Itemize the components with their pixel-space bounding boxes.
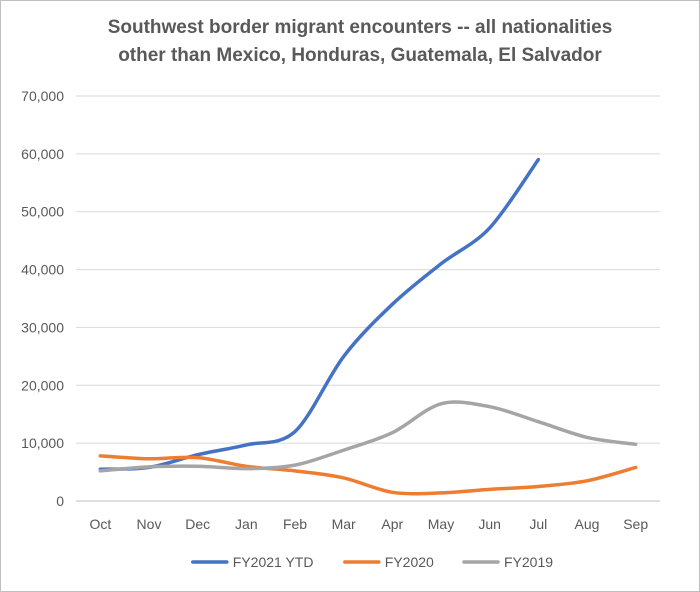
x-tick-label: Sep bbox=[623, 516, 648, 532]
series-line-fy2021-ytd bbox=[98, 157, 541, 471]
x-tick-label: Aug bbox=[575, 516, 600, 532]
x-tick-label: Oct bbox=[89, 516, 111, 532]
series-line-fy2019 bbox=[98, 400, 638, 473]
chart-title-line-1: Southwest border migrant encounters -- a… bbox=[107, 17, 613, 38]
legend-label-fy2020: FY2020 bbox=[385, 554, 434, 570]
x-tick-label: Jun bbox=[478, 516, 501, 532]
y-tick-label: 40,000 bbox=[21, 262, 64, 278]
y-tick-label: 30,000 bbox=[21, 319, 64, 335]
chart-title: Southwest border migrant encounters -- a… bbox=[40, 14, 680, 70]
x-tick-label: Dec bbox=[185, 516, 210, 532]
y-tick-label: 70,000 bbox=[21, 88, 64, 104]
legend-label-fy2021-ytd: FY2021 YTD bbox=[233, 554, 314, 570]
y-tick-label: 60,000 bbox=[21, 146, 64, 162]
x-tick-label: Jul bbox=[529, 516, 547, 532]
y-tick-label: 50,000 bbox=[21, 204, 64, 220]
y-tick-label: 20,000 bbox=[21, 377, 64, 393]
series-line-fy2020 bbox=[98, 454, 638, 496]
x-tick-label: May bbox=[428, 516, 454, 532]
chart-title-line-2: other than Mexico, Honduras, Guatemala, … bbox=[118, 45, 602, 66]
x-tick-label: Mar bbox=[332, 516, 356, 532]
x-tick-label: Feb bbox=[283, 516, 307, 532]
y-tick-label: 0 bbox=[56, 493, 64, 509]
x-tick-label: Jan bbox=[235, 516, 258, 532]
y-tick-label: 10,000 bbox=[21, 435, 64, 451]
x-tick-label: Nov bbox=[137, 516, 162, 532]
legend-label-fy2019: FY2019 bbox=[504, 554, 553, 570]
x-tick-label: Apr bbox=[381, 516, 403, 532]
